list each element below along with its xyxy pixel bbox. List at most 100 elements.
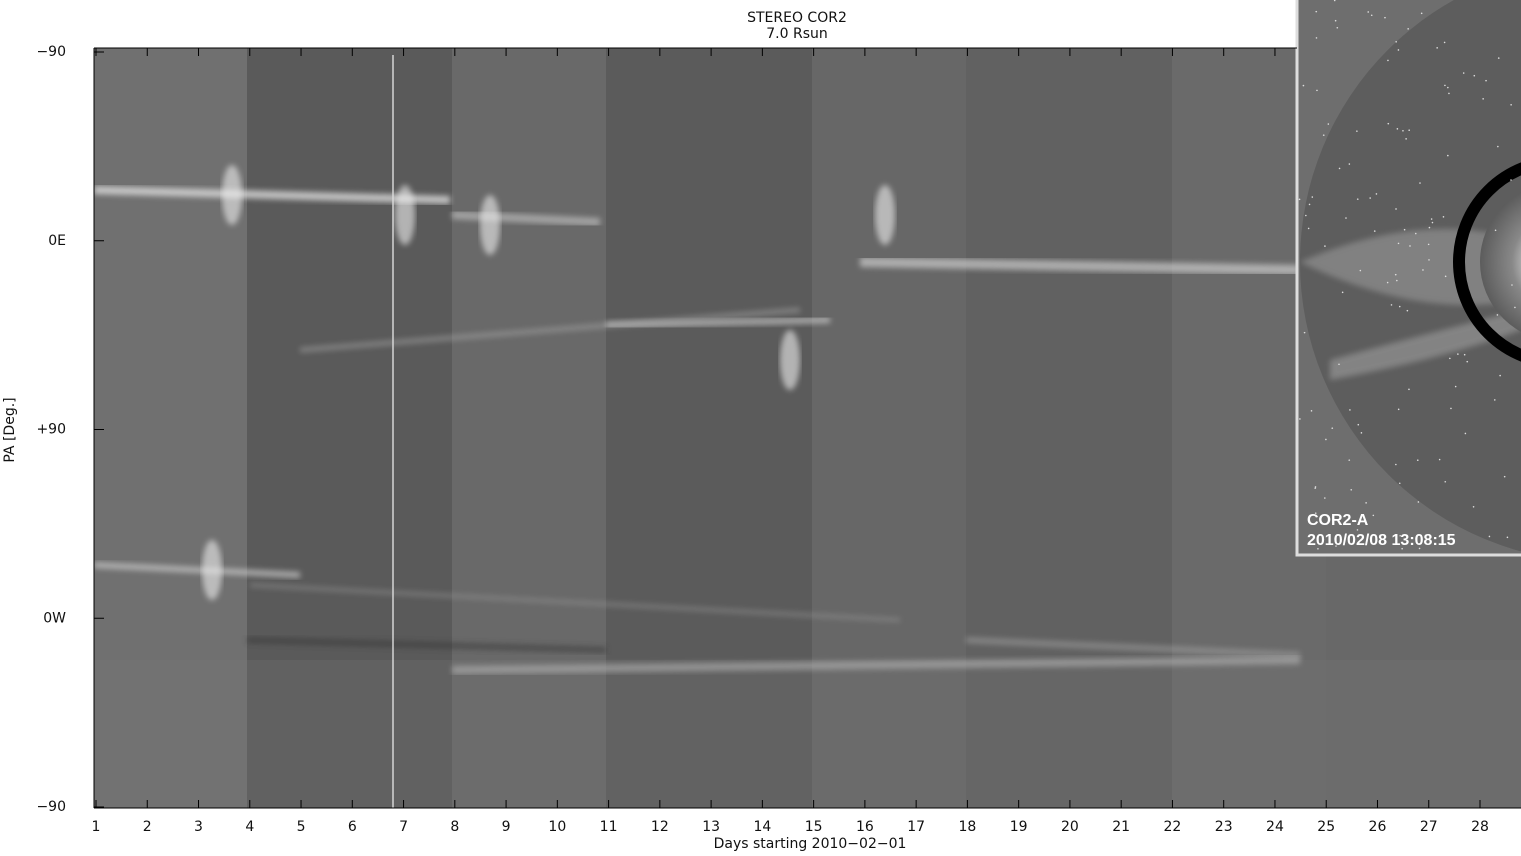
star xyxy=(1407,310,1409,312)
star xyxy=(1338,363,1340,365)
star xyxy=(1342,292,1344,294)
y-tick-label: 0E xyxy=(48,233,66,249)
x-tick-label: 18 xyxy=(958,819,976,835)
star xyxy=(1387,60,1389,62)
cme-feature xyxy=(780,330,800,390)
star xyxy=(1432,222,1434,224)
x-tick-label: 27 xyxy=(1420,819,1438,835)
star xyxy=(1391,304,1393,306)
x-axis-label: Days starting 2010−02−01 xyxy=(714,836,907,852)
star xyxy=(1421,13,1423,15)
x-tick-label: 7 xyxy=(399,819,408,835)
star xyxy=(1436,47,1438,49)
star xyxy=(1339,168,1341,170)
star xyxy=(1395,41,1397,43)
star xyxy=(1415,233,1417,235)
star xyxy=(1357,424,1359,426)
star xyxy=(1309,204,1311,206)
star xyxy=(1473,75,1475,77)
star xyxy=(1489,536,1491,538)
x-tick-label: 23 xyxy=(1215,819,1233,835)
x-tick-label: 28 xyxy=(1471,819,1489,835)
star xyxy=(1422,269,1424,271)
star xyxy=(1449,358,1451,360)
star xyxy=(1443,216,1445,218)
star xyxy=(1324,497,1326,499)
star xyxy=(1466,361,1468,363)
chart-title: STEREO COR2 xyxy=(747,10,847,26)
x-tick-label: 11 xyxy=(600,819,618,835)
star xyxy=(1497,314,1499,316)
x-tick-label: 17 xyxy=(907,819,925,835)
star xyxy=(1495,229,1497,231)
star xyxy=(1349,409,1351,411)
star xyxy=(1417,459,1419,461)
star xyxy=(1473,506,1475,508)
x-tick-label: 14 xyxy=(753,819,771,835)
star xyxy=(1325,439,1327,441)
star xyxy=(1395,208,1397,210)
star xyxy=(1345,217,1347,219)
x-tick-label: 24 xyxy=(1266,819,1284,835)
star xyxy=(1482,98,1484,100)
x-tick-label: 22 xyxy=(1164,819,1182,835)
star xyxy=(1299,199,1301,201)
star xyxy=(1408,389,1410,391)
star xyxy=(1465,433,1467,435)
star xyxy=(1299,418,1301,420)
star xyxy=(1369,197,1371,199)
star xyxy=(1305,215,1307,217)
star xyxy=(1418,501,1420,503)
y-tick-label: −90 xyxy=(36,799,66,815)
x-tick-label: 26 xyxy=(1369,819,1387,835)
x-tick-label: 21 xyxy=(1112,819,1130,835)
star xyxy=(1398,409,1400,411)
star xyxy=(1428,244,1430,246)
x-tick-label: 20 xyxy=(1061,819,1079,835)
star xyxy=(1350,489,1352,491)
star xyxy=(1398,243,1400,245)
star xyxy=(1315,11,1317,13)
star xyxy=(1485,80,1487,82)
star xyxy=(1404,229,1406,231)
x-tick-label: 13 xyxy=(702,819,720,835)
star xyxy=(1316,37,1318,39)
star xyxy=(1431,218,1433,220)
star xyxy=(1357,198,1359,200)
star xyxy=(1314,487,1316,489)
star xyxy=(1407,28,1409,30)
x-tick-label: 16 xyxy=(856,819,874,835)
star xyxy=(1399,306,1401,308)
star xyxy=(1303,85,1305,87)
star xyxy=(1357,529,1359,531)
star xyxy=(1311,410,1313,412)
star xyxy=(1514,307,1516,309)
star xyxy=(1304,332,1306,334)
chart-subtitle: 7.0 Rsun xyxy=(766,26,827,42)
star xyxy=(1464,354,1466,356)
page: {"chart_data": { "type": "jmap", "title"… xyxy=(0,0,1521,852)
star xyxy=(1328,123,1330,125)
star xyxy=(1447,87,1449,89)
lower-tone xyxy=(94,660,1521,808)
inset-instrument: COR2-A xyxy=(1307,512,1369,529)
star xyxy=(1494,399,1496,401)
star xyxy=(1450,408,1452,410)
cme-feature xyxy=(875,185,895,245)
star xyxy=(1335,20,1337,22)
star xyxy=(1445,276,1447,278)
x-tick-label: 19 xyxy=(1010,819,1028,835)
star xyxy=(1331,427,1333,429)
x-tick-label: 4 xyxy=(245,819,254,835)
star xyxy=(1507,537,1509,539)
x-tick-label: 9 xyxy=(502,819,511,835)
star xyxy=(1387,282,1389,284)
x-tick-label: 15 xyxy=(805,819,823,835)
star xyxy=(1376,193,1378,195)
star xyxy=(1457,353,1459,355)
star xyxy=(1455,386,1457,388)
star xyxy=(1371,14,1373,16)
star xyxy=(1395,464,1397,466)
star xyxy=(1308,228,1310,230)
star xyxy=(1408,129,1410,131)
